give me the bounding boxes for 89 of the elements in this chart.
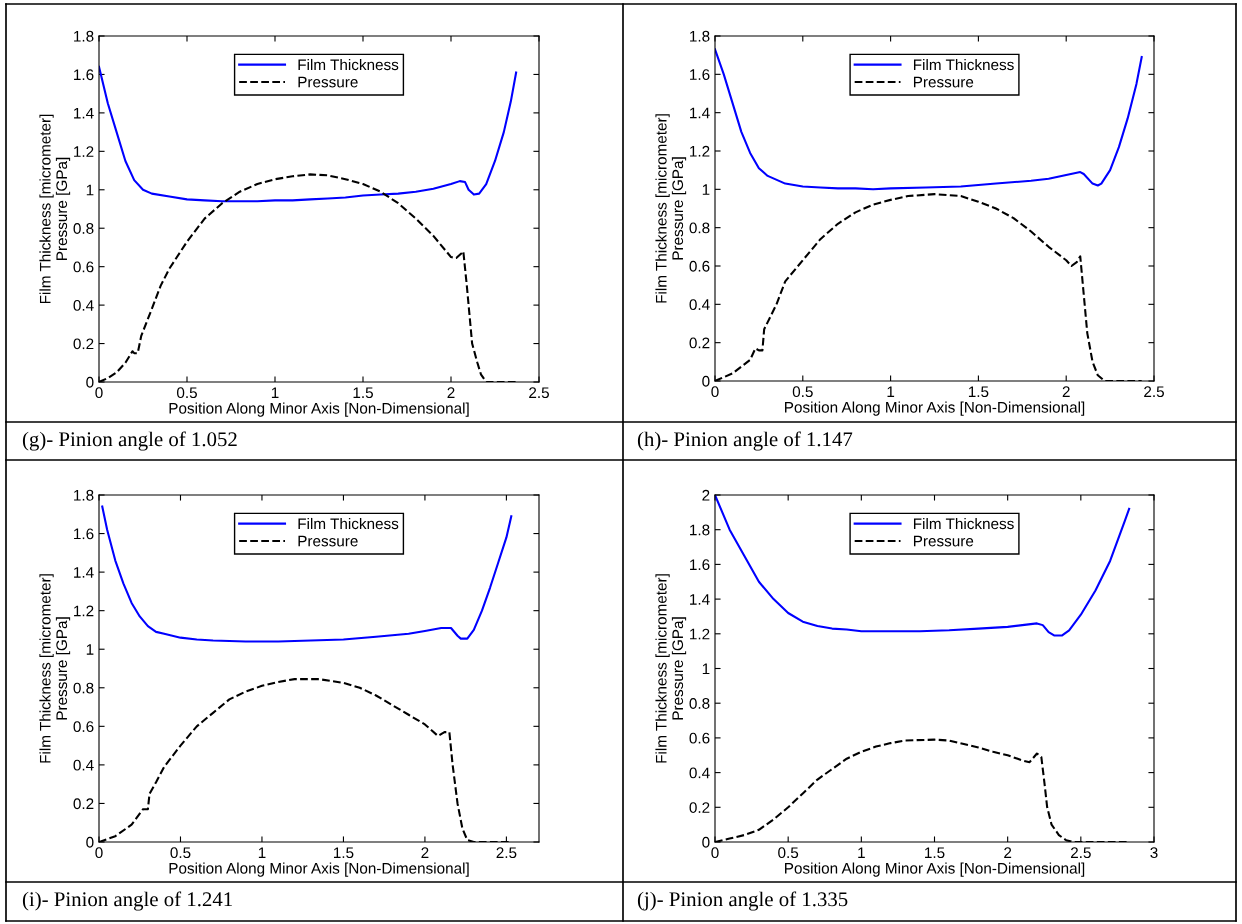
y-tick-label: 0.8 <box>73 682 94 694</box>
legend-label: Pressure <box>298 76 358 88</box>
y-tick-label: 0.8 <box>73 223 94 234</box>
y-tick-label: 1.8 <box>74 30 94 42</box>
y-tick-label: 0.8 <box>689 222 710 234</box>
y-tick-label: 0.2 <box>73 338 94 350</box>
y-tick-label: 0.6 <box>73 721 94 733</box>
y-tick-label: 1.2 <box>74 605 94 617</box>
y-tick-label: 0.4 <box>689 767 710 779</box>
line-series <box>715 48 1143 191</box>
y-tick-label: 1.8 <box>690 30 710 42</box>
x-tick-label: 3 <box>1150 847 1158 859</box>
text: (j)- Pinion angle of 1.335 <box>637 891 848 911</box>
y-tick-label: 0.6 <box>689 732 710 744</box>
y-tick-label: 1 <box>86 184 94 196</box>
x-tick-label: 0 <box>711 386 719 398</box>
x-axis-title: Position Along Minor Axis [Non-Dimensional] <box>169 862 469 877</box>
legend-label: Pressure <box>913 76 974 88</box>
y-tick-label: 0 <box>86 836 94 848</box>
y-tick-label: 1.4 <box>74 567 94 578</box>
x-tick-label: 0.5 <box>778 847 799 859</box>
legend-label: Pressure <box>913 535 974 547</box>
x-tick-label: 1.5 <box>968 386 989 398</box>
y-tick-label: 0.6 <box>73 261 94 273</box>
x-tick-label: 2.5 <box>529 387 549 399</box>
y-tick-label: 0.8 <box>689 698 710 709</box>
y-tick-label: 0 <box>702 836 710 848</box>
x-tick-label: 2 <box>421 847 429 858</box>
x-tick-label: 0 <box>95 387 103 399</box>
y-tick-label: 1 <box>702 184 710 195</box>
y-tick-label: 0.4 <box>73 759 94 771</box>
x-tick-label: 0.5 <box>170 847 191 859</box>
x-axis-title: Position Along Minor Axis [Non-Dimensional] <box>169 402 469 417</box>
y-tick-label: 0.2 <box>689 802 710 813</box>
text: (g)- Pinion angle of 1.052 <box>22 431 237 451</box>
x-tick-label: 0.5 <box>792 386 813 398</box>
x-tick-label: 1.5 <box>925 847 945 859</box>
x-tick-label: 1 <box>858 847 865 858</box>
x-tick-label: 0 <box>95 847 103 859</box>
x-axis-title: Position Along Minor Axis [Non-Dimensional] <box>785 401 1085 416</box>
y-tick-label: 1.4 <box>74 107 94 119</box>
text: (i)- Pinion angle of 1.241 <box>22 891 232 911</box>
y-tick-label: 1.4 <box>690 107 710 119</box>
y-tick-label: 1.4 <box>690 594 710 605</box>
y-tick-label: 0.6 <box>689 260 710 272</box>
y-tick-label: 1 <box>702 663 710 675</box>
text: (h)- Pinion angle of 1.147 <box>637 431 853 451</box>
x-tick-label: 1 <box>271 387 279 398</box>
legend-label: Film Thickness <box>298 58 399 71</box>
x-tick-label: 0 <box>711 847 719 859</box>
legend-label: Film Thickness <box>913 517 1014 530</box>
y-tick-label: 1.6 <box>74 528 94 540</box>
legend-label: Pressure <box>298 535 358 547</box>
y-axis-title: Film Thickness [micrometer] Pressure [GPa] <box>39 114 71 304</box>
x-tick-label: 2.5 <box>496 847 517 859</box>
y-tick-label: 1.8 <box>690 524 710 536</box>
y-tick-label: 1.2 <box>74 146 94 157</box>
y-tick-label: 1.2 <box>690 145 710 157</box>
x-tick-label: 2 <box>447 387 455 398</box>
y-tick-label: 0.2 <box>689 337 710 349</box>
y-tick-label: 1 <box>86 644 94 655</box>
y-tick-label: 2 <box>702 489 710 501</box>
y-tick-label: 1.2 <box>690 628 710 640</box>
x-tick-label: 1.5 <box>353 387 373 399</box>
y-tick-label: 0 <box>86 376 94 388</box>
x-tick-label: 1 <box>258 847 266 858</box>
y-tick-label: 0.2 <box>73 798 94 810</box>
legend-label: Film Thickness <box>913 58 1014 71</box>
legend-label: Film Thickness <box>298 517 399 530</box>
y-tick-label: 1.6 <box>690 559 710 571</box>
y-tick-label: 0.4 <box>689 299 710 311</box>
y-tick-label: 0 <box>702 375 710 387</box>
line-series <box>715 495 1131 637</box>
x-tick-label: 1 <box>887 386 895 397</box>
y-tick-label: 1.8 <box>74 489 94 501</box>
x-tick-label: 2.5 <box>1070 847 1091 859</box>
y-tick-label: 0.4 <box>73 299 94 311</box>
x-tick-label: 1.5 <box>333 847 354 859</box>
x-tick-label: 2.5 <box>1144 386 1164 398</box>
x-axis-title: Position Along Minor Axis [Non-Dimensional] <box>785 862 1085 877</box>
y-tick-label: 1.6 <box>74 69 94 81</box>
y-axis-title: Film Thickness [micrometer] Pressure [GPa] <box>655 574 687 763</box>
line-series <box>101 505 513 643</box>
x-tick-label: 0.5 <box>176 387 197 399</box>
y-axis-title: Film Thickness [micrometer] Pressure [GPa] <box>655 114 687 303</box>
x-tick-label: 2 <box>1004 847 1012 858</box>
y-tick-label: 1.6 <box>690 69 710 81</box>
x-tick-label: 2 <box>1062 386 1070 397</box>
y-axis-title: Film Thickness [micrometer] Pressure [GPa] <box>39 574 71 763</box>
